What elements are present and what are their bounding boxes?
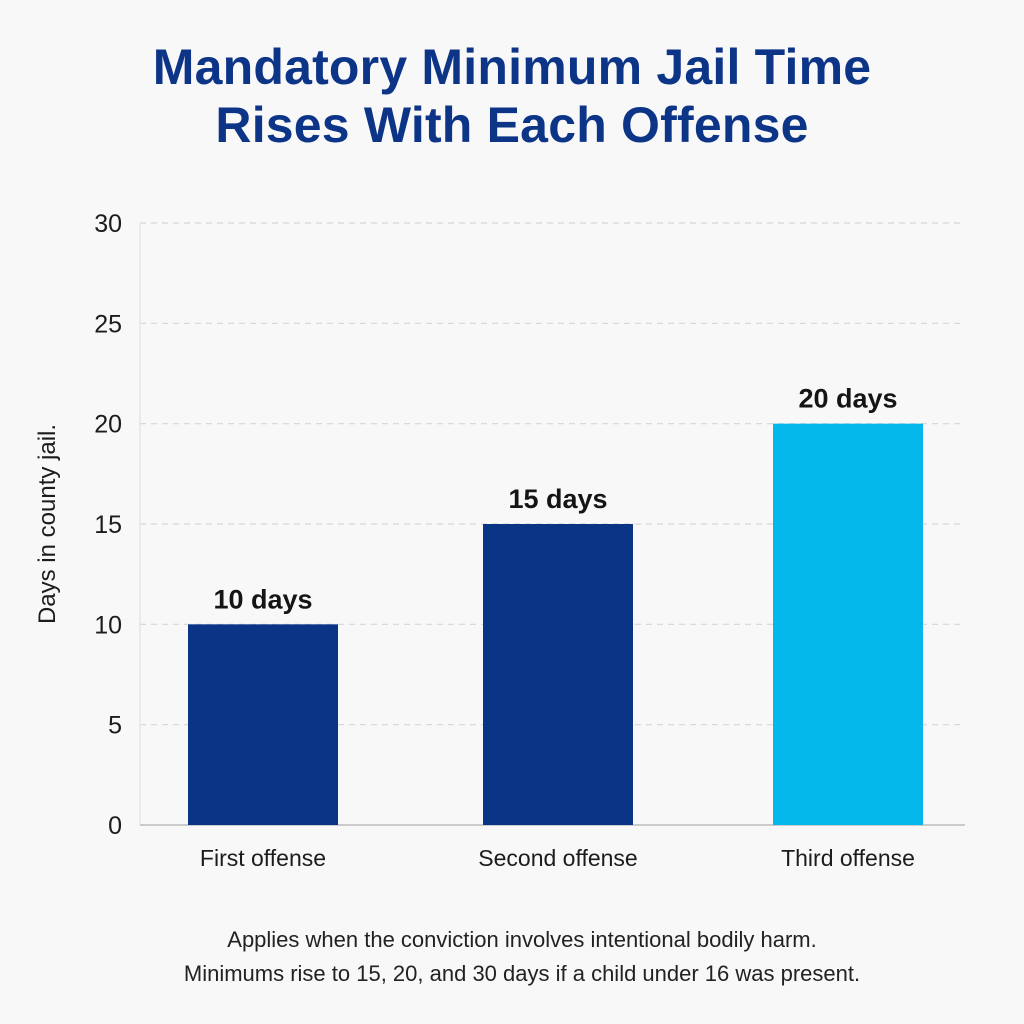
y-tick-label: 20 <box>94 411 122 439</box>
data-labels: 10 days 15 days 20 days <box>213 384 897 615</box>
bar-3 <box>773 423 923 825</box>
bars <box>188 423 923 825</box>
x-tick-label-3: Third offense <box>781 845 915 871</box>
x-tick-label-1: First offense <box>200 845 326 871</box>
chart-title-line-2: Rises With Each Offense <box>215 97 809 153</box>
data-label-2: 15 days <box>508 484 607 514</box>
chart-notes: Applies when the conviction involves int… <box>0 923 1024 991</box>
y-tick-label: 5 <box>108 712 122 740</box>
bar-2 <box>483 524 633 825</box>
y-tick-label: 10 <box>94 611 122 639</box>
y-axis-label: Days in county jail. <box>34 424 61 624</box>
bar-1 <box>188 624 338 825</box>
data-label-3: 20 days <box>798 384 897 414</box>
y-axis-ticks: 0 5 10 15 20 25 30 <box>94 210 122 840</box>
x-axis-ticks: First offense Second offense Third offense <box>200 845 915 871</box>
chart-title: Mandatory Minimum Jail Time Rises With E… <box>0 38 1024 154</box>
data-label-1: 10 days <box>213 584 312 614</box>
x-tick-label-2: Second offense <box>478 845 637 871</box>
y-tick-label: 0 <box>108 812 122 840</box>
y-tick-label: 30 <box>94 210 122 238</box>
note-line-1: Applies when the conviction involves int… <box>227 927 817 952</box>
chart-title-line-1: Mandatory Minimum Jail Time <box>152 39 872 95</box>
y-tick-label: 15 <box>94 511 122 539</box>
y-tick-label: 25 <box>94 310 122 338</box>
note-line-2: Minimums rise to 15, 20, and 30 days if … <box>183 961 861 986</box>
